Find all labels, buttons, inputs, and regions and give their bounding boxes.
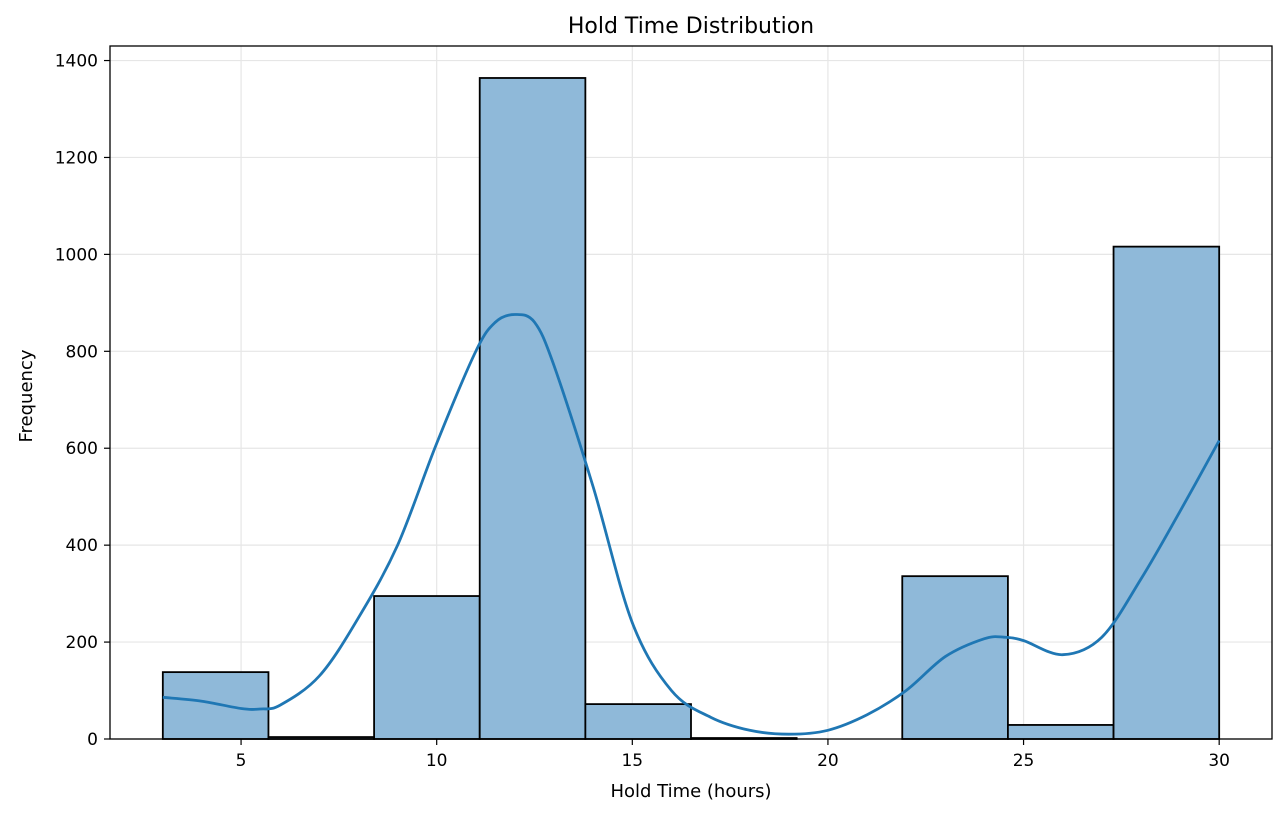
chart-title: Hold Time Distribution <box>568 14 814 39</box>
histogram-bar <box>584 703 692 740</box>
y-tick-label: 0 <box>87 730 98 750</box>
y-tick-label: 1000 <box>55 245 98 265</box>
kde-curve <box>162 313 1221 736</box>
y-axis-ticks: 0 200 400 600 800 1000 1200 1400 <box>55 52 110 750</box>
kde-layer <box>162 313 1221 736</box>
bars-layer <box>161 77 1221 740</box>
x-axis-label: Hold Time (hours) <box>610 781 771 802</box>
histogram-bar <box>1007 724 1115 740</box>
y-tick-label: 1200 <box>55 148 98 168</box>
plot-frame <box>109 45 1273 740</box>
histogram-bar <box>901 575 1009 740</box>
y-tick-label: 200 <box>66 633 98 653</box>
histogram-bar <box>161 671 270 740</box>
x-tick-label: 25 <box>1013 751 1035 771</box>
histogram-bar <box>1112 245 1221 740</box>
y-tick-label: 400 <box>66 536 98 556</box>
x-tick-label: 15 <box>621 751 643 771</box>
x-tick-label: 10 <box>426 751 448 771</box>
grid-layer <box>110 46 1272 740</box>
x-tick-label: 20 <box>817 751 839 771</box>
x-tick-label: 30 <box>1208 751 1230 771</box>
histogram-bar <box>373 595 481 740</box>
y-tick-label: 600 <box>66 439 98 459</box>
x-axis-ticks: 5 10 15 20 25 30 <box>236 739 1230 771</box>
x-tick-label: 5 <box>236 751 247 771</box>
y-tick-label: 1400 <box>55 52 98 72</box>
y-axis-label: Frequency <box>16 349 37 442</box>
y-tick-label: 800 <box>66 342 98 362</box>
